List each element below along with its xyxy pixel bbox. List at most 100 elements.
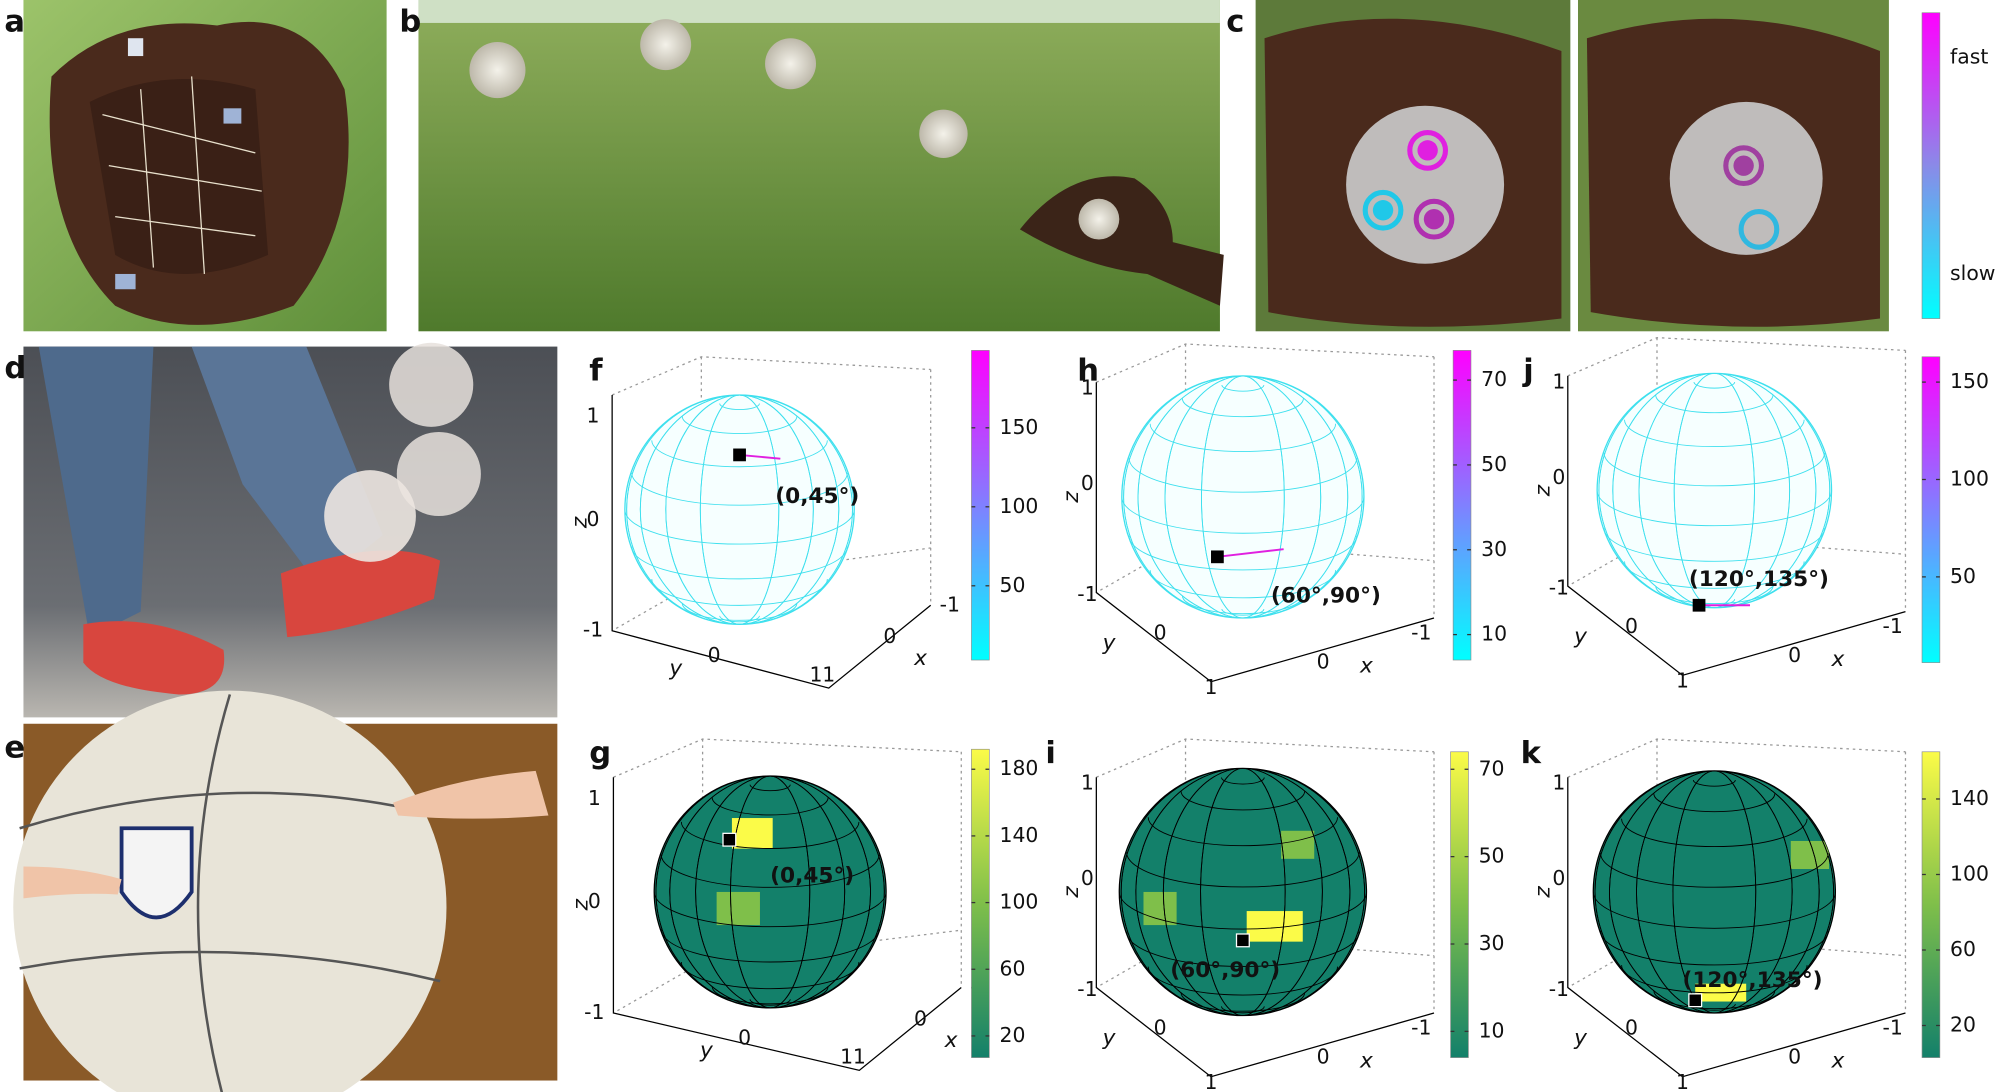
latitude-line: [681, 603, 798, 621]
colorbar-tick-label: 60: [1000, 956, 1026, 980]
z-axis-label: z: [1059, 491, 1084, 504]
x-tick-label: 0: [1788, 1045, 1801, 1069]
trace-line: [1217, 548, 1284, 558]
panel-label: g: [589, 736, 611, 771]
latitude-line: [1149, 570, 1337, 599]
colorbar-tick-label: 70: [1479, 756, 1505, 780]
latitude-line: [1147, 966, 1338, 996]
z-tick-label: -1: [584, 1000, 604, 1024]
latitude-line: [711, 986, 829, 1005]
latitude-line: [1180, 992, 1306, 1012]
colorbar-tick-label: 50: [1950, 564, 1976, 588]
meridian-line: [1594, 770, 1835, 1013]
latitude-line: [749, 999, 791, 1006]
marker: [733, 448, 746, 462]
panel-label: c: [1226, 4, 1244, 39]
y-tick-label: 0: [708, 643, 721, 667]
meridian-line: [1164, 375, 1322, 618]
trace-line: [739, 453, 781, 460]
latitude-line: [660, 929, 880, 963]
x-axis-label: x: [944, 1028, 958, 1053]
latitude-line: [1693, 381, 1736, 389]
photo-e: [13, 690, 558, 1092]
meridian-line: [1162, 768, 1323, 1016]
colorbar-tick-label: 10: [1479, 1018, 1505, 1042]
sphere-surface: [654, 775, 887, 1008]
latitude-line: [1593, 891, 1836, 929]
latitude-line: [1653, 793, 1776, 813]
sphere-patch: [1246, 911, 1303, 942]
latitude-line: [624, 509, 855, 545]
meridian-line: [639, 395, 840, 625]
latitude-line: [749, 784, 791, 792]
x-tick-label: 1: [1676, 1070, 1689, 1092]
sphere-patch: [1143, 891, 1177, 926]
latitude-line: [1621, 818, 1808, 848]
y-tick-label: 0: [1625, 614, 1638, 638]
latitude-line: [1181, 595, 1304, 615]
latitude-line: [1181, 398, 1304, 418]
latitude-line: [1119, 891, 1367, 930]
z-tick-label: -1: [1549, 576, 1569, 600]
latitude-line: [1655, 585, 1774, 605]
x-tick-label: -1: [1883, 1015, 1903, 1039]
latitude-line: [680, 962, 860, 990]
speed-low-label: slow: [1950, 261, 1995, 285]
box-axes: [611, 395, 932, 689]
x-axis-label: x: [1359, 653, 1373, 678]
meridian-line: [1638, 373, 1791, 608]
box-axes: [1567, 375, 1906, 677]
panel-label: j: [1521, 354, 1533, 389]
photo-b: [418, 0, 1224, 332]
speed-colorbar: [1921, 12, 1941, 319]
colorbar-tick-label: 100: [1000, 494, 1039, 518]
latitude-line: [1597, 490, 1832, 527]
colorbar: [1921, 751, 1941, 1058]
z-tick-label: 1: [1081, 376, 1094, 400]
colorbar-tick-label: 100: [1000, 890, 1039, 914]
meridian-line: [730, 775, 811, 1008]
sphere-surface: [1121, 375, 1364, 618]
x-tick-label: -1: [1883, 614, 1903, 638]
z-tick-label: 1: [587, 404, 600, 428]
latitude-line: [1221, 1006, 1265, 1014]
sphere-patch: [716, 891, 760, 926]
y-tick-label: 0: [1625, 1015, 1638, 1039]
annotation: (120°,135°): [1682, 968, 1822, 993]
speed-high-label: fast: [1950, 44, 1988, 68]
colorbar-tick-label: 60: [1950, 937, 1976, 961]
colorbar-tick-label: 150: [1950, 369, 1989, 393]
colorbar-tick-label: 70: [1481, 367, 1507, 391]
x-tick-label: 1: [1205, 1070, 1218, 1092]
y-tick-label: 0: [1154, 1015, 1167, 1039]
x-tick-label: 0: [883, 624, 896, 648]
meridian-line: [626, 395, 853, 625]
latitude-line: [1221, 608, 1265, 616]
z-tick-label: -1: [1077, 582, 1097, 606]
latitude-line: [1221, 384, 1265, 392]
meridian-line: [1201, 375, 1285, 618]
colorbar-tick-label: 180: [1000, 756, 1039, 780]
latitude-line: [1126, 852, 1360, 888]
colorbar-tick-label: 140: [1000, 823, 1039, 847]
z-tick-label: 1: [588, 786, 601, 810]
y-tick-label: 1: [840, 1045, 853, 1069]
latitude-line: [681, 416, 798, 434]
x-tick-label: 1: [853, 1045, 866, 1069]
colorbar-tick-label: 20: [1950, 1013, 1976, 1037]
x-tick-label: 0: [1317, 650, 1330, 674]
colorbar: [1450, 751, 1469, 1058]
latitude-line: [1603, 452, 1825, 487]
y-axis-label: y: [1102, 630, 1117, 655]
x-tick-label: -1: [1411, 1015, 1431, 1039]
marker: [722, 832, 737, 847]
colorbar-tick-label: 100: [1950, 466, 1989, 490]
box-axes: [1095, 382, 1435, 683]
photo-a: [23, 0, 387, 332]
meridian-line: [1200, 768, 1286, 1016]
meridian-line: [1598, 373, 1831, 608]
x-axis-label: x: [1831, 1048, 1845, 1073]
z-tick-label: -1: [1549, 977, 1569, 1001]
colorbar-tick-label: 100: [1950, 861, 1989, 885]
y-tick-label: 0: [738, 1025, 751, 1049]
